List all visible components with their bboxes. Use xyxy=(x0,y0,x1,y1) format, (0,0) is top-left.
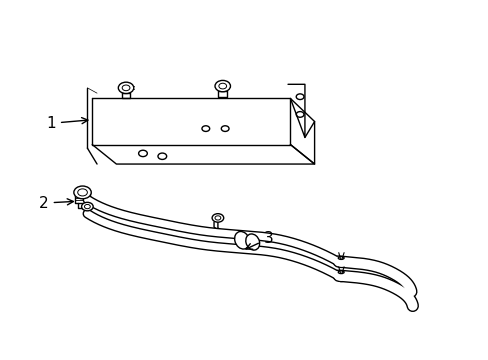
Circle shape xyxy=(212,214,223,222)
Ellipse shape xyxy=(245,234,259,250)
Circle shape xyxy=(118,82,134,94)
Ellipse shape xyxy=(234,231,249,249)
Circle shape xyxy=(215,80,230,92)
Text: 1: 1 xyxy=(46,116,88,131)
Text: 2: 2 xyxy=(39,195,73,211)
Circle shape xyxy=(81,202,93,211)
Circle shape xyxy=(74,186,91,199)
Text: 3: 3 xyxy=(245,231,273,249)
